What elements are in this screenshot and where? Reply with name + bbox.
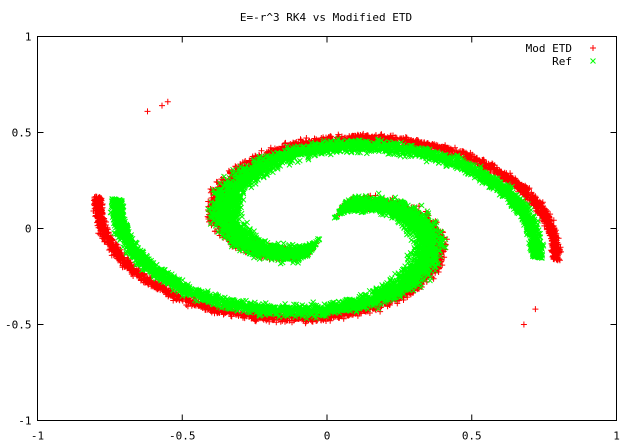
data-points bbox=[90, 98, 564, 328]
y-tick-label: -1 bbox=[18, 415, 31, 428]
axis-ticks: -1 -0.5 0 0.5 1 1 0.5 0 -0.5 -1 bbox=[5, 31, 620, 443]
legend: Mod ETD Ref bbox=[526, 42, 596, 68]
y-tick-label: 0.5 bbox=[12, 127, 32, 140]
chart-title: E=-r^3 RK4 vs Modified ETD bbox=[240, 11, 412, 24]
series-ref-points bbox=[107, 136, 547, 322]
x-tick-label: -0.5 bbox=[169, 430, 196, 443]
y-tick-label: 0 bbox=[25, 223, 32, 236]
legend-marker-mod-etd bbox=[590, 45, 596, 51]
x-tick-label: -1 bbox=[31, 430, 44, 443]
x-tick-label: 1 bbox=[613, 430, 620, 443]
legend-label-mod-etd: Mod ETD bbox=[526, 42, 572, 55]
legend-marker-ref bbox=[590, 58, 596, 64]
y-tick-label: -0.5 bbox=[5, 319, 32, 332]
legend-label-ref: Ref bbox=[552, 55, 572, 68]
series-mod-etd-points bbox=[90, 98, 564, 328]
x-tick-label: 0 bbox=[324, 430, 331, 443]
y-tick-label: 1 bbox=[25, 31, 32, 44]
legend-x-marker bbox=[590, 58, 596, 64]
legend-plus-marker bbox=[590, 45, 596, 51]
x-tick-label: 0.5 bbox=[462, 430, 482, 443]
